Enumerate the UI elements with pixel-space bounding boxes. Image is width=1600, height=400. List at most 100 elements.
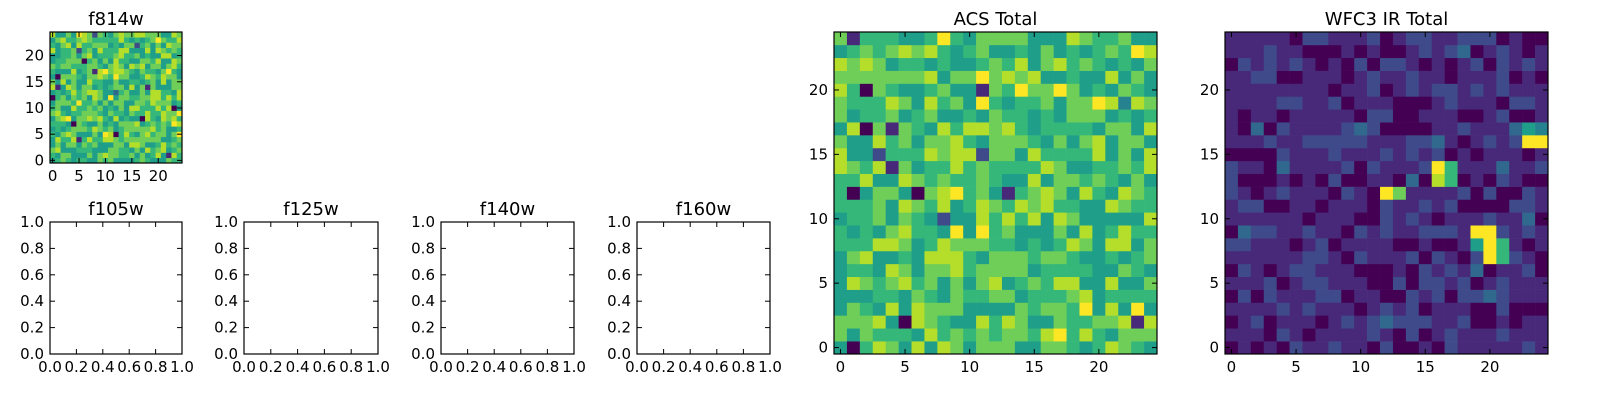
- heatmap-cell: [1328, 173, 1342, 187]
- heatmap-cell: [846, 135, 861, 149]
- heatmap-cell: [911, 122, 925, 136]
- heatmap-cell: [71, 37, 77, 43]
- heatmap-cell: [129, 37, 135, 43]
- heatmap-cell: [108, 63, 114, 69]
- heatmap-cell: [872, 238, 886, 252]
- heatmap-cell: [102, 63, 109, 69]
- heatmap-cell: [1225, 147, 1239, 162]
- heatmap-cell: [1105, 225, 1119, 239]
- heatmap-cell: [1535, 199, 1549, 213]
- heatmap-cell: [160, 147, 167, 153]
- heatmap-cell: [108, 157, 114, 164]
- heatmap-cell: [1354, 70, 1368, 84]
- heatmap-cell: [1457, 44, 1471, 59]
- heatmap-cell: [1341, 341, 1355, 355]
- heatmap-cell: [937, 328, 951, 342]
- heatmap-cell: [1105, 212, 1119, 226]
- heatmap-cell: [963, 315, 977, 329]
- heatmap-cell: [1092, 135, 1106, 149]
- heatmap-cell: [1380, 186, 1394, 200]
- heatmap-cell: [1105, 83, 1119, 97]
- heatmap-cell: [1053, 199, 1067, 213]
- heatmap-cell: [989, 160, 1003, 174]
- heatmap-cell: [50, 136, 56, 143]
- heatmap-cell: [1431, 238, 1445, 252]
- heatmap-cell: [139, 126, 146, 132]
- heatmap-cell: [76, 37, 82, 43]
- heatmap-cell: [834, 263, 848, 278]
- heatmap-cell: [1380, 57, 1394, 71]
- heatmap-cell: [166, 84, 172, 90]
- heatmap-cell: [1027, 276, 1042, 290]
- y-tick-label: 0.6: [214, 266, 238, 284]
- heatmap-cell: [976, 238, 990, 252]
- heatmap-cell: [1118, 147, 1132, 162]
- heatmap-cell: [1509, 135, 1523, 149]
- heatmap-cell: [86, 94, 93, 101]
- heatmap-cell: [113, 42, 119, 49]
- heatmap-cell: [145, 89, 151, 96]
- heatmap-cell: [160, 47, 167, 54]
- heatmap-cell: [160, 121, 167, 127]
- heatmap-cell: [1250, 328, 1265, 342]
- heatmap-cell: [1014, 199, 1029, 213]
- heatmap-cell: [1289, 289, 1303, 303]
- heatmap-cell: [1354, 135, 1368, 149]
- heatmap-cell: [55, 89, 61, 96]
- heatmap-cell: [1066, 32, 1080, 46]
- heatmap-cell: [145, 63, 151, 69]
- heatmap-cell: [950, 173, 964, 187]
- heatmap-cell: [65, 37, 72, 43]
- heatmap-cell: [937, 263, 951, 278]
- heatmap-cell: [1027, 70, 1042, 84]
- heatmap-cell: [1315, 160, 1329, 174]
- heatmap-cell: [1470, 109, 1484, 123]
- heatmap-cell: [92, 126, 98, 132]
- heatmap-cell: [976, 44, 990, 59]
- heatmap-cell: [963, 225, 977, 239]
- heatmap-cell: [1001, 135, 1016, 149]
- heatmap-cell: [1131, 83, 1145, 97]
- heatmap-cell: [55, 73, 61, 80]
- heatmap-cell: [60, 63, 67, 69]
- heatmap-cell: [166, 142, 172, 148]
- heatmap-cell: [1392, 44, 1407, 59]
- heatmap-cell: [123, 110, 130, 117]
- heatmap-cell: [1418, 83, 1433, 97]
- heatmap-cell: [1315, 122, 1329, 136]
- x-tick-label: 0: [48, 167, 58, 185]
- heatmap-cell: [160, 131, 167, 138]
- heatmap-cell: [1470, 135, 1484, 149]
- heatmap-cell: [176, 136, 183, 143]
- heatmap-cell: [1144, 212, 1158, 226]
- heatmap-cell: [1131, 160, 1145, 174]
- heatmap-cell: [1496, 32, 1510, 46]
- heatmap-cell: [81, 52, 88, 59]
- heatmap-cell: [924, 250, 938, 265]
- heatmap-cell: [1418, 225, 1433, 239]
- heatmap-cell: [97, 58, 104, 64]
- heatmap-cell: [176, 32, 183, 38]
- heatmap-cell: [92, 100, 98, 106]
- heatmap-cell: [1118, 135, 1132, 149]
- heatmap-cell: [60, 105, 67, 111]
- heatmap-cell: [1405, 315, 1420, 329]
- heatmap-cell: [989, 147, 1003, 162]
- heatmap-cell: [76, 115, 82, 122]
- heatmap-cell: [1276, 315, 1290, 329]
- heatmap-cell: [97, 79, 104, 85]
- heatmap-cell: [1431, 44, 1445, 59]
- heatmap-cell: [1431, 263, 1445, 278]
- heatmap-cell: [963, 276, 977, 290]
- heatmap-cell: [145, 142, 151, 148]
- heatmap-cell: [1367, 238, 1381, 252]
- heatmap-cell: [60, 121, 67, 127]
- heatmap-cell: [129, 126, 135, 132]
- heatmap-cell: [834, 44, 848, 59]
- heatmap-cell: [76, 136, 82, 143]
- heatmap-cell: [1457, 328, 1471, 342]
- heatmap-cell: [129, 63, 135, 69]
- heatmap-cell: [911, 276, 925, 290]
- heatmap-cell: [65, 84, 72, 90]
- y-tick-label: 0.4: [20, 292, 44, 310]
